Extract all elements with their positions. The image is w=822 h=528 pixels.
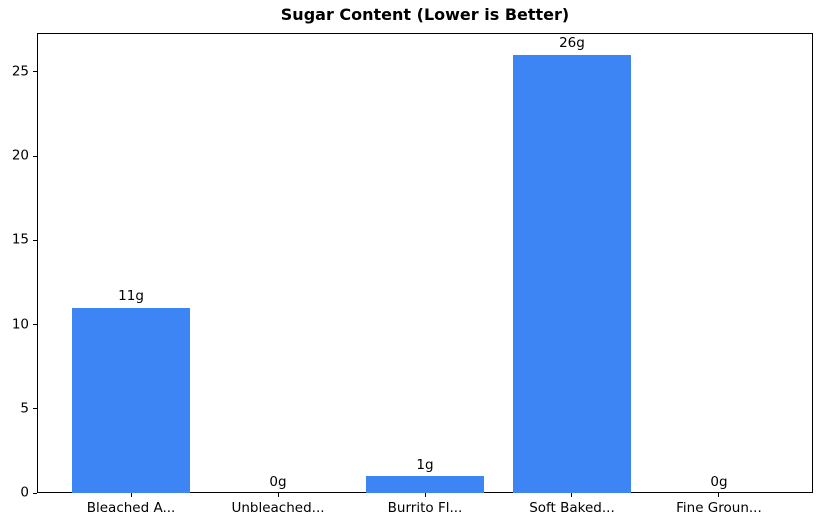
x-tick-mark <box>130 493 132 497</box>
x-tick-mark <box>277 493 279 497</box>
x-tick-label: Fine Groun... <box>676 500 762 516</box>
x-tick-mark <box>571 493 573 497</box>
x-tick-label: Bleached A... <box>86 500 176 516</box>
y-tick-label: 5 <box>20 400 29 416</box>
y-tick-label: 0 <box>20 484 29 501</box>
x-tick-mark <box>424 493 426 497</box>
x-tick-label: Soft Baked... <box>529 500 615 516</box>
y-tick-label: 25 <box>11 63 29 79</box>
x-tick-label: Burrito Fl... <box>387 500 463 516</box>
y-tick-label: 20 <box>11 147 29 164</box>
x-tick-mark <box>718 493 720 497</box>
y-tick-label: 10 <box>11 315 29 332</box>
x-tick-label: Unbleached... <box>231 500 325 516</box>
plot-area <box>37 33 813 493</box>
y-tick-label: 15 <box>11 231 29 248</box>
chart-title: Sugar Content (Lower is Better) <box>280 5 570 24</box>
